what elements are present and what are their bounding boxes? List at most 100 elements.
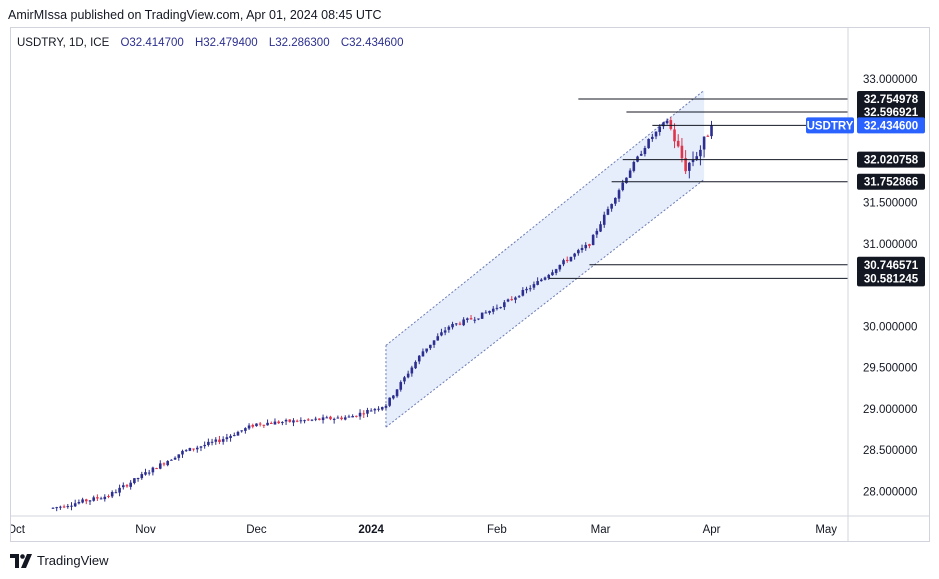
candle-body	[466, 318, 469, 320]
candle-body	[425, 348, 428, 352]
candle-body	[436, 336, 440, 341]
candle-body	[403, 377, 406, 382]
candle-body	[170, 459, 173, 461]
candle-body	[66, 506, 70, 508]
candle-body	[310, 419, 314, 421]
candle-body	[473, 319, 477, 321]
candle-body	[292, 420, 295, 423]
candle-body	[284, 419, 288, 422]
candle-body	[133, 478, 136, 484]
price-tag-label: 32.596921	[864, 107, 919, 119]
price-tag	[857, 90, 925, 107]
candle-body	[251, 424, 255, 427]
candle-body	[262, 424, 266, 426]
price-tag	[857, 256, 925, 273]
candle-body	[392, 395, 395, 399]
candle-body	[406, 373, 410, 378]
candle-body	[273, 421, 277, 425]
candle-body	[495, 307, 499, 309]
candle-body	[399, 382, 403, 390]
candle-body	[565, 259, 569, 261]
candle-body	[329, 416, 332, 420]
candle-body	[369, 410, 373, 412]
candle-body	[295, 420, 299, 422]
candle-body	[147, 472, 151, 474]
candle-body	[218, 439, 221, 443]
candle-body	[269, 422, 273, 424]
candle-body	[484, 312, 488, 314]
candle-body	[221, 439, 225, 442]
candle-body	[207, 441, 210, 446]
candle-body	[532, 284, 536, 288]
candle-body	[210, 441, 214, 443]
time-tick-label: Mar	[591, 524, 611, 536]
time-tick-label: May	[815, 524, 837, 536]
symbol-tag-label: USDTRY	[807, 120, 854, 132]
candle-body	[318, 418, 321, 420]
candle-body	[599, 224, 602, 232]
candle-body	[129, 482, 132, 487]
candle-body	[99, 498, 103, 500]
candle-body	[88, 500, 92, 502]
candle-body	[380, 407, 384, 410]
price-tick-label: 31.000000	[863, 239, 917, 251]
candle-body	[103, 496, 107, 500]
candle-body	[651, 136, 654, 139]
time-tick-label: 2024	[358, 524, 384, 536]
candle-body	[118, 487, 121, 493]
candle-body	[351, 416, 354, 418]
candle-body	[81, 499, 84, 503]
time-axis: Oct Nov Dec 2024 Feb Mar Apr May	[11, 524, 837, 536]
candlestick-chart[interactable]: 33.000000 31.500000 31.000000 30.000000 29.5…	[11, 28, 929, 541]
candle-body	[421, 351, 425, 357]
candle-body	[277, 421, 280, 424]
chart-pane[interactable]: 33.000000 31.500000 31.000000 30.000000 29.5…	[10, 27, 930, 542]
candle-body	[114, 492, 118, 494]
time-tick-label: Nov	[135, 524, 156, 536]
price-tick-label: 28.000000	[863, 486, 917, 498]
tradingview-logo-icon	[10, 553, 32, 568]
candle-body	[432, 340, 436, 345]
price-tick-label: 29.500000	[863, 363, 917, 375]
candle-body	[577, 250, 580, 254]
candle-body	[417, 355, 421, 362]
candle-body	[232, 435, 236, 437]
candle-body	[706, 135, 710, 137]
price-tag	[857, 270, 925, 287]
candle-body	[59, 506, 62, 508]
candle-body	[358, 412, 362, 417]
candle-body	[695, 156, 699, 160]
candle-body	[288, 419, 292, 422]
candle-body	[480, 312, 484, 319]
candle-body	[573, 253, 576, 257]
candle-body	[510, 299, 514, 301]
candle-body	[347, 416, 351, 418]
time-tick-label: Oct	[11, 524, 26, 536]
candle-body	[639, 153, 643, 156]
candle-body	[688, 162, 691, 171]
candle-body	[388, 397, 391, 406]
candle-body	[543, 277, 547, 280]
publish-info: AmirMIssa published on TradingView.com, …	[8, 8, 382, 22]
candle-body	[184, 450, 188, 452]
candle-body	[410, 367, 414, 374]
candle-body	[602, 214, 606, 225]
time-tick-label: Dec	[246, 524, 267, 536]
candle-body	[454, 323, 458, 325]
candle-body	[547, 274, 551, 279]
candle-body	[110, 492, 114, 497]
candle-body	[229, 435, 232, 438]
candle-body	[658, 126, 662, 133]
candle-body	[580, 248, 584, 251]
tradingview-footer[interactable]: TradingView	[10, 553, 109, 568]
candle-body	[588, 244, 591, 246]
candle-body	[281, 422, 284, 424]
candle-body	[92, 497, 95, 501]
candle-body	[395, 389, 399, 397]
candle-body	[477, 318, 480, 320]
candle-body	[84, 499, 88, 502]
candle-body	[336, 417, 340, 419]
candle-body	[151, 467, 155, 473]
candle-body	[562, 260, 565, 265]
candle-body	[443, 330, 447, 333]
